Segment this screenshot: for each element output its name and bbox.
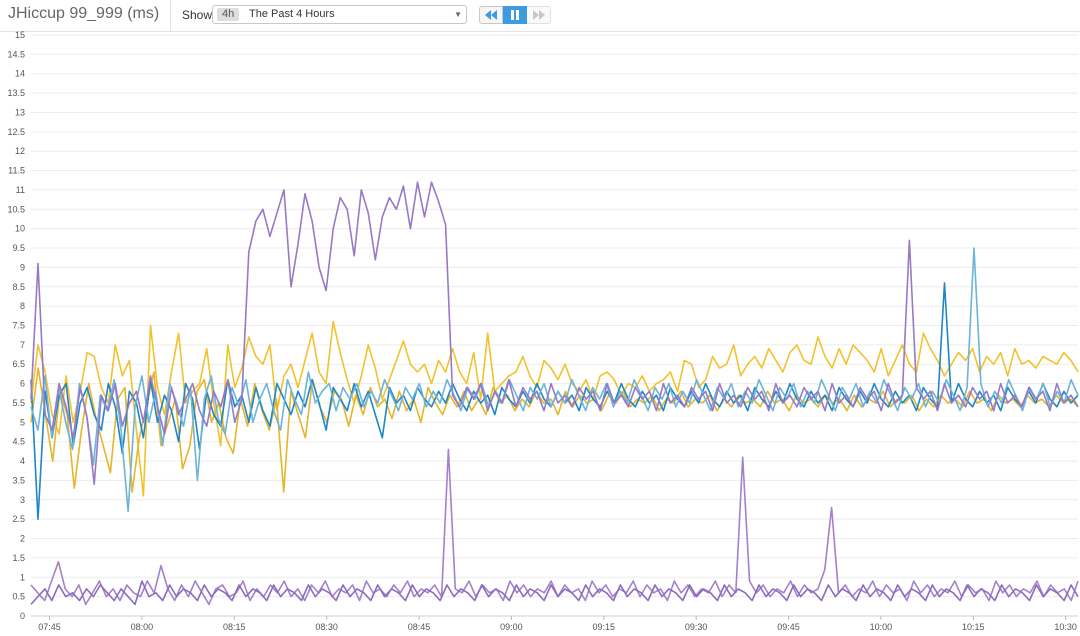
y-tick-label: 5	[20, 417, 25, 427]
x-tick-label: 08:30	[315, 622, 338, 632]
y-tick-label: 0	[20, 611, 25, 621]
y-tick-label: 1.5	[12, 553, 25, 563]
y-tick-label: 2	[20, 534, 25, 544]
x-axis: 07:45 08:00 08:15 08:30 08:45 09:00 09:15 09:30…	[38, 616, 1077, 632]
y-tick-label: 1	[20, 572, 25, 582]
y-axis: 00.511.522.533.544.555.566.577.588.599.5…	[7, 31, 25, 621]
y-tick-label: 8	[20, 301, 25, 311]
y-tick-label: 12	[15, 146, 25, 156]
y-tick-label: 4.5	[12, 437, 25, 447]
hiccup-line-chart: 00.511.522.533.544.555.566.577.588.599.5…	[7, 31, 1079, 632]
pause-button[interactable]	[503, 6, 527, 24]
x-tick-label: 10:30	[1054, 622, 1077, 632]
x-tick-label: 09:45	[777, 622, 800, 632]
y-tick-label: 11.5	[8, 166, 25, 176]
fast-forward-icon	[532, 10, 545, 20]
y-tick-label: 13	[15, 107, 25, 117]
y-tick-label: 6	[20, 379, 25, 389]
y-tick-label: 4	[20, 456, 25, 466]
y-tick-label: 9	[20, 262, 25, 272]
show-label: Show	[182, 8, 213, 22]
y-tick-label: 8.5	[12, 282, 25, 292]
y-tick-label: 14	[15, 69, 25, 79]
rewind-icon	[485, 10, 497, 20]
x-tick-label: 09:30	[685, 622, 708, 632]
x-tick-label: 08:15	[223, 622, 246, 632]
y-tick-label: 10	[15, 224, 25, 234]
y-tick-label: 5.5	[12, 398, 25, 408]
x-tick-label: 09:15	[593, 622, 616, 632]
y-tick-label: 2.5	[12, 514, 25, 524]
x-tick-label: 09:00	[500, 622, 523, 632]
time-range-select[interactable]: 4h The Past 4 Hours ▼	[212, 5, 467, 24]
series-line-2	[30, 367, 1079, 493]
x-tick-label: 08:45	[408, 622, 431, 632]
x-tick-label: 07:45	[38, 622, 61, 632]
range-text: The Past 4 Hours	[249, 8, 335, 20]
y-tick-label: 14.5	[7, 49, 25, 59]
step-forward-button[interactable]	[527, 6, 551, 24]
series-line-6	[30, 448, 1079, 606]
playback-controls	[479, 6, 551, 24]
y-tick-label: 7.5	[12, 321, 25, 331]
y-tick-label: 15	[15, 31, 25, 40]
series-group	[30, 181, 1079, 606]
y-tick-label: 3	[20, 495, 25, 505]
chart-header: JHiccup 99_999 (ms) Show 4h The Past 4 H…	[0, 0, 1080, 32]
y-tick-label: 3.5	[12, 475, 25, 485]
series-line-7	[30, 580, 1079, 606]
series-line-4	[30, 247, 1079, 513]
series-line-5	[30, 181, 1079, 486]
header-divider	[170, 0, 171, 31]
x-tick-label: 10:15	[962, 622, 985, 632]
y-tick-label: 6.5	[12, 359, 25, 369]
y-tick-label: 9.5	[12, 243, 25, 253]
y-tick-label: 12.5	[7, 127, 25, 137]
y-tick-label: 10.5	[7, 204, 25, 214]
y-tick-label: 7	[20, 340, 25, 350]
x-tick-label: 10:00	[870, 622, 893, 632]
pause-icon	[510, 10, 519, 20]
y-tick-label: 0.5	[12, 592, 25, 602]
chart-title: JHiccup 99_999 (ms)	[8, 5, 160, 22]
grid-lines	[31, 34, 1078, 617]
x-tick-label: 08:00	[131, 622, 154, 632]
chevron-down-icon: ▼	[454, 10, 462, 19]
step-back-button[interactable]	[479, 6, 503, 24]
series-line-1	[30, 320, 1079, 497]
y-tick-label: 13.5	[7, 88, 25, 98]
y-tick-label: 11	[16, 185, 25, 195]
range-badge: 4h	[217, 8, 240, 21]
